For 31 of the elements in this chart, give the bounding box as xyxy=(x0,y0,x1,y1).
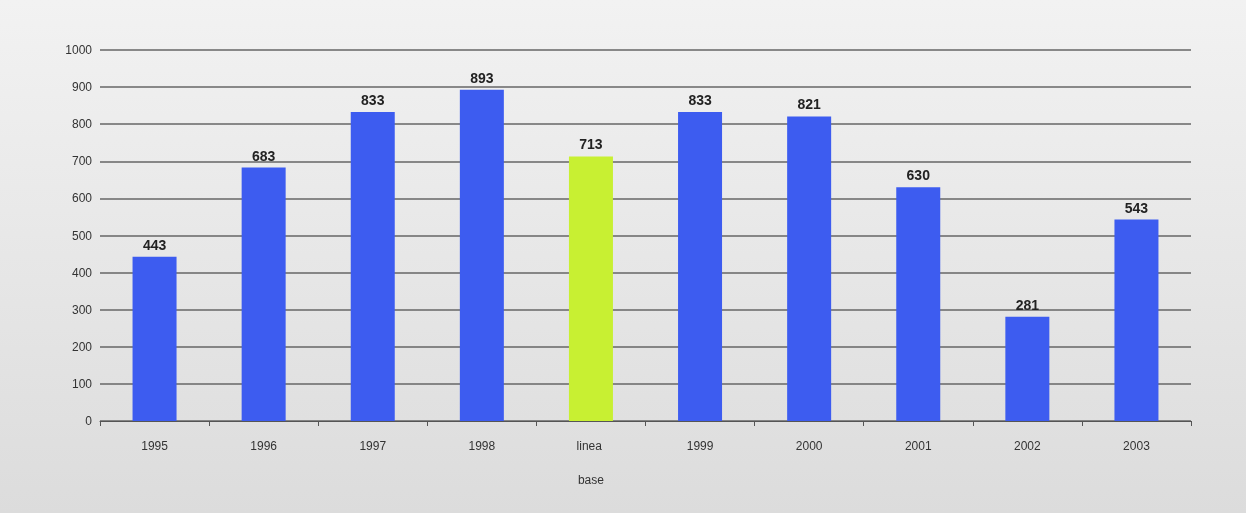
y-tick-label: 800 xyxy=(71,117,93,132)
x-tick-label: 1999 xyxy=(686,439,714,453)
x-tick-label: 1995 xyxy=(141,439,169,453)
data-label: 821 xyxy=(797,96,822,113)
data-label: 893 xyxy=(470,69,494,86)
y-tick-label: 1000 xyxy=(65,43,93,57)
y-tick-label: 0 xyxy=(85,414,93,428)
data-label: 833 xyxy=(688,91,712,108)
y-tick-label: 500 xyxy=(71,228,93,243)
data-label: 713 xyxy=(579,136,603,153)
y-tick-label: 900 xyxy=(71,80,93,95)
y-tick-label: 400 xyxy=(71,265,93,280)
x-tick-label: 1996 xyxy=(250,439,278,453)
x-tick-label: 2001 xyxy=(904,439,932,453)
data-label: 543 xyxy=(1124,199,1149,216)
y-tick-label: 700 xyxy=(71,154,93,169)
x-tick-label: 2000 xyxy=(795,439,823,453)
y-tick-label: 600 xyxy=(71,191,93,206)
data-label: 281 xyxy=(1015,296,1040,313)
x-tick-label: 2003 xyxy=(1123,439,1151,453)
data-label: 443 xyxy=(142,236,167,253)
y-tick-label: 200 xyxy=(71,339,93,354)
y-tick-label: 300 xyxy=(71,302,93,317)
x-tick-label: 1997 xyxy=(359,439,387,453)
category-label: linea base xyxy=(576,439,604,487)
x-tick-label: 2002 xyxy=(1014,439,1042,453)
data-label: 683 xyxy=(251,147,276,164)
data-label: 630 xyxy=(906,167,931,184)
data-label: 833 xyxy=(361,91,385,108)
x-tick-label: 1998 xyxy=(468,439,496,453)
y-tick-label: 100 xyxy=(71,376,93,391)
